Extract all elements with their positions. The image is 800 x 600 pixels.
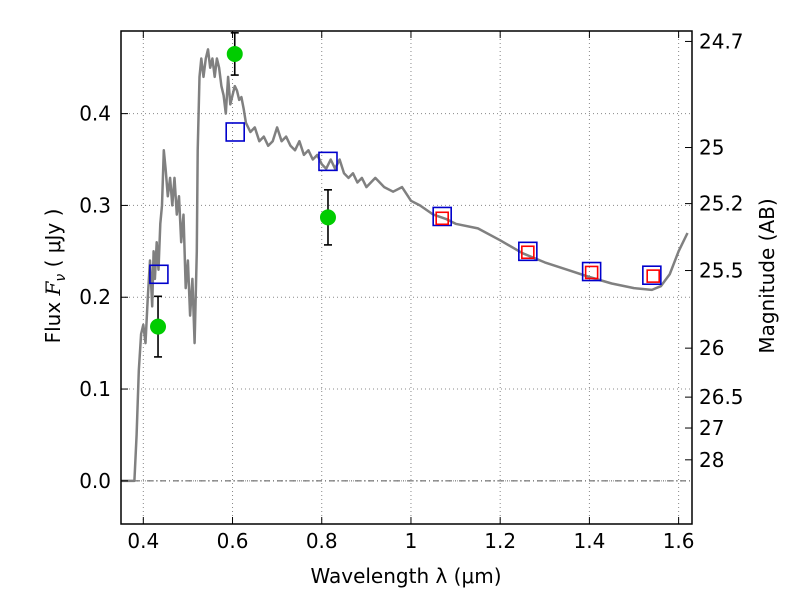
mag-tick-label: 26 [699, 336, 724, 360]
model-square-marker [149, 264, 169, 285]
y-axis-label-sub: ν [53, 274, 69, 282]
x-axis-label: Wavelength λ (μm) [310, 564, 501, 588]
y-tick-label: 0.1 [79, 377, 111, 401]
y-tick-label: 0.4 [79, 102, 111, 126]
series-layer [121, 48, 689, 483]
ir-square-marker [584, 265, 599, 280]
right-axis-label: Magnitude (AB) [755, 198, 779, 353]
ir-square-marker [521, 245, 535, 260]
y-tick-label: 0.2 [79, 285, 111, 309]
y-tick-label: 0.0 [79, 469, 111, 493]
model-square-marker [642, 265, 662, 286]
y-axis-label: Flux Fν ( μJy ) [41, 209, 69, 344]
observed-point [226, 45, 243, 62]
x-tick-label: 0.4 [127, 529, 159, 553]
mag-tick-label: 26.5 [699, 385, 744, 409]
plot-frame [120, 30, 693, 525]
model-square-marker [581, 261, 602, 282]
mag-tick-label: 25 [699, 136, 724, 160]
x-tick-label: 1 [405, 529, 418, 553]
mag-tick-label: 25.2 [699, 192, 744, 216]
model-square-marker [518, 241, 538, 262]
y-tick-label: 0.3 [79, 193, 111, 217]
spectrum-line [121, 48, 689, 483]
model-square-marker [432, 206, 452, 227]
x-tick-label: 1.2 [484, 529, 516, 553]
model-square-marker [225, 122, 245, 142]
tick-layer: 0.4 0.6 0.8 1 1.2 1.4 1.6 0.0 0.1 0.2 0.3 0.4 24.7 25… [79, 29, 743, 553]
mag-tick-label: 27 [699, 416, 724, 440]
model-square-marker [318, 151, 338, 172]
x-tick-label: 1.6 [663, 529, 695, 553]
y-axis-label-prefix: Flux [41, 295, 65, 343]
mag-tick-label: 28 [699, 448, 724, 472]
ir-square-marker [435, 211, 449, 226]
mag-tick-label: 25.5 [699, 259, 744, 283]
observed-point [319, 209, 336, 226]
ir-square-marker [646, 269, 660, 283]
x-tick-label: 0.6 [217, 529, 249, 553]
x-tick-label: 0.8 [306, 529, 338, 553]
y-axis-label-var: F [41, 280, 65, 296]
x-tick-label: 1.4 [573, 529, 605, 553]
marker-layer [149, 32, 662, 358]
y-axis-label-unit: ( μJy ) [41, 209, 65, 274]
mag-tick-label: 24.7 [699, 29, 744, 53]
observed-point [150, 318, 167, 335]
